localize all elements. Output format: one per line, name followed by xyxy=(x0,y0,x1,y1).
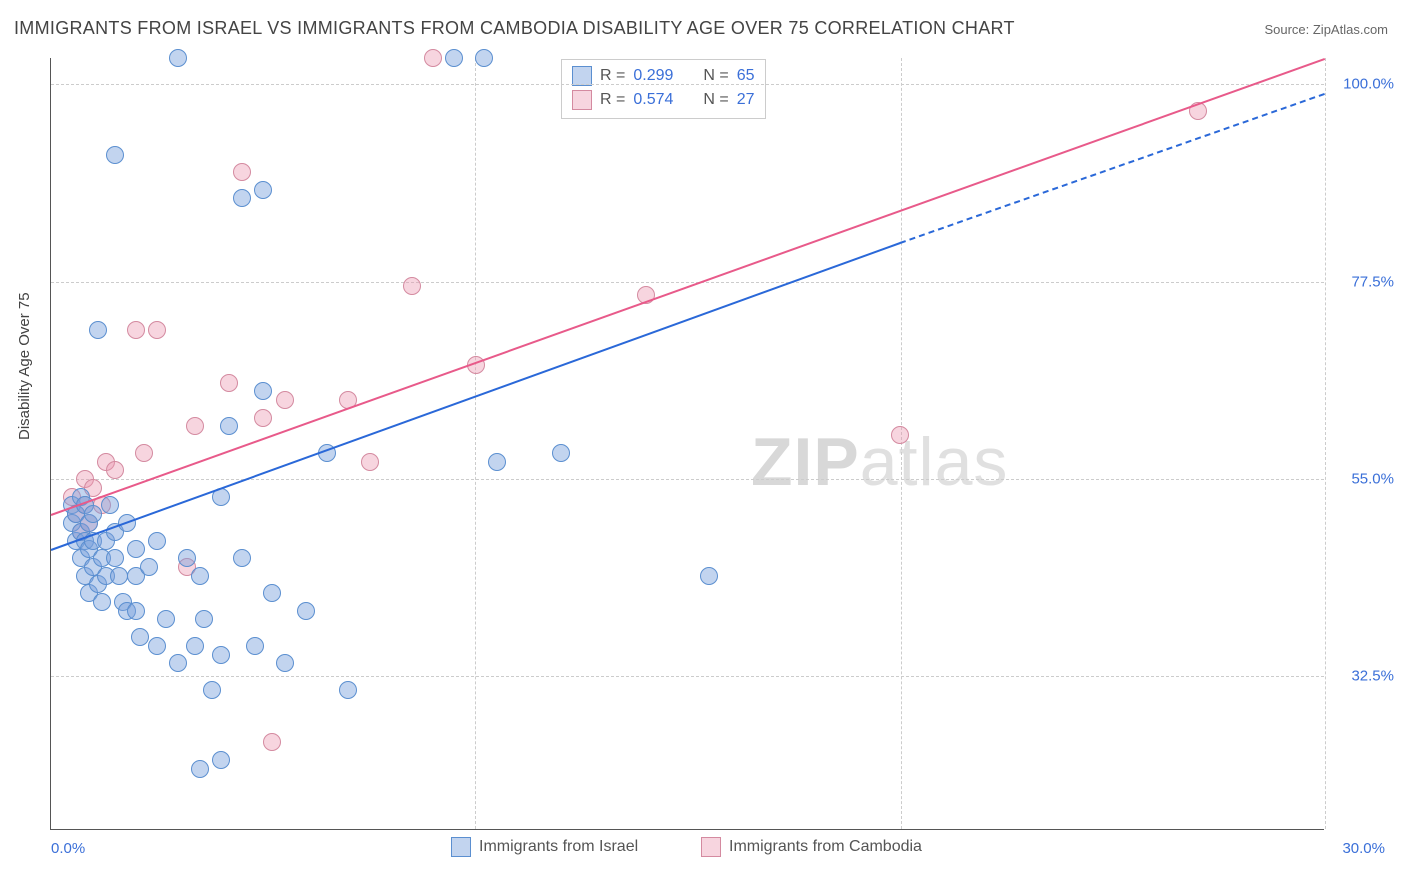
grid-line xyxy=(51,84,1324,85)
data-point xyxy=(488,453,506,471)
r-label: R = xyxy=(600,88,625,112)
data-point xyxy=(254,181,272,199)
stats-legend-row: R = 0.574 N = 27 xyxy=(572,88,755,112)
data-point xyxy=(246,637,264,655)
legend-label: Immigrants from Israel xyxy=(479,838,638,856)
data-point xyxy=(191,760,209,778)
data-point xyxy=(552,444,570,462)
data-point xyxy=(93,593,111,611)
grid-line xyxy=(51,676,1324,677)
data-point xyxy=(148,637,166,655)
grid-line xyxy=(51,282,1324,283)
swatch-blue xyxy=(451,837,471,857)
stats-legend: R = 0.299 N = 65 R = 0.574 N = 27 xyxy=(561,59,766,119)
data-point xyxy=(140,558,158,576)
swatch-pink xyxy=(572,90,592,110)
data-point xyxy=(361,453,379,471)
data-point xyxy=(195,610,213,628)
data-point xyxy=(233,549,251,567)
r-value: 0.574 xyxy=(633,88,673,112)
chart-container: IMMIGRANTS FROM ISRAEL VS IMMIGRANTS FRO… xyxy=(0,0,1406,892)
data-point xyxy=(424,49,442,67)
data-point xyxy=(106,461,124,479)
swatch-pink xyxy=(701,837,721,857)
data-point xyxy=(110,567,128,585)
data-point xyxy=(700,567,718,585)
data-point xyxy=(445,49,463,67)
data-point xyxy=(148,321,166,339)
data-point xyxy=(276,654,294,672)
data-point xyxy=(186,637,204,655)
watermark: ZIPatlas xyxy=(751,423,1008,501)
data-point xyxy=(127,321,145,339)
data-point xyxy=(127,602,145,620)
data-point xyxy=(191,567,209,585)
data-point xyxy=(233,189,251,207)
x-tick-label: 0.0% xyxy=(51,840,85,857)
trend-line xyxy=(51,58,1326,516)
data-point xyxy=(101,496,119,514)
bottom-legend-item: Immigrants from Israel xyxy=(451,837,638,857)
data-point xyxy=(131,628,149,646)
y-tick-label: 100.0% xyxy=(1334,76,1394,93)
data-point xyxy=(178,549,196,567)
data-point xyxy=(135,444,153,462)
plot-area: ZIPatlas R = 0.299 N = 65 R = 0.574 N = … xyxy=(50,58,1324,830)
y-tick-label: 77.5% xyxy=(1334,273,1394,290)
data-point xyxy=(233,163,251,181)
data-point xyxy=(220,374,238,392)
data-point xyxy=(254,409,272,427)
data-point xyxy=(89,321,107,339)
data-point xyxy=(263,733,281,751)
y-tick-label: 55.0% xyxy=(1334,471,1394,488)
data-point xyxy=(169,49,187,67)
data-point xyxy=(263,584,281,602)
data-point xyxy=(106,146,124,164)
source-label: Source: ZipAtlas.com xyxy=(1264,22,1388,37)
swatch-blue xyxy=(572,66,592,86)
data-point xyxy=(891,426,909,444)
data-point xyxy=(403,277,421,295)
data-point xyxy=(339,681,357,699)
x-tick-label: 30.0% xyxy=(1342,840,1385,857)
data-point xyxy=(475,49,493,67)
y-axis-title: Disability Age Over 75 xyxy=(16,292,33,440)
y-tick-label: 32.5% xyxy=(1334,668,1394,685)
bottom-legend-item: Immigrants from Cambodia xyxy=(701,837,922,857)
grid-line xyxy=(475,58,476,829)
data-point xyxy=(212,646,230,664)
watermark-zip: ZIP xyxy=(751,424,860,500)
n-label: N = xyxy=(703,88,728,112)
data-point xyxy=(157,610,175,628)
data-point xyxy=(148,532,166,550)
data-point xyxy=(276,391,294,409)
data-point xyxy=(186,417,204,435)
watermark-rest: atlas xyxy=(860,424,1009,500)
n-value: 27 xyxy=(737,88,755,112)
data-point xyxy=(84,505,102,523)
data-point xyxy=(127,540,145,558)
data-point xyxy=(169,654,187,672)
chart-title: IMMIGRANTS FROM ISRAEL VS IMMIGRANTS FRO… xyxy=(14,18,1015,39)
data-point xyxy=(254,382,272,400)
data-point xyxy=(220,417,238,435)
data-point xyxy=(297,602,315,620)
legend-label: Immigrants from Cambodia xyxy=(729,838,922,856)
trend-line xyxy=(900,93,1325,244)
data-point xyxy=(212,751,230,769)
grid-line xyxy=(1325,58,1326,829)
data-point xyxy=(106,549,124,567)
data-point xyxy=(203,681,221,699)
